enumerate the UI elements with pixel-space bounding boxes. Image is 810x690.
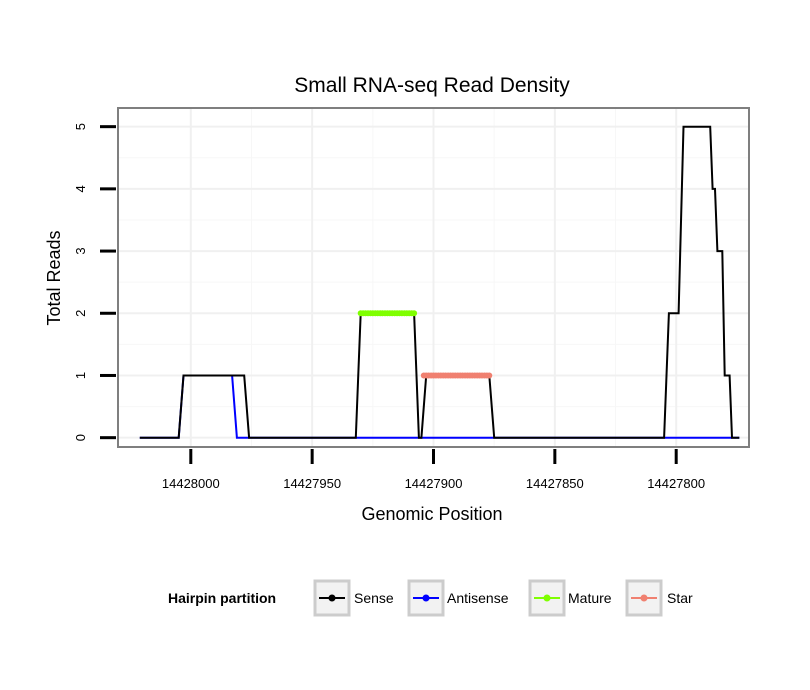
y-axis-label: Total Reads (44, 230, 64, 325)
legend-point-sense (328, 594, 336, 602)
x-tick-label: 14427900 (405, 476, 463, 491)
x-tick-label: 14427850 (526, 476, 584, 491)
y-tick-label: 3 (73, 247, 88, 254)
legend-point-mature (543, 594, 551, 602)
plot-border (117, 107, 750, 448)
x-axis: 14428000 14427950 14427900 14427850 14427800 (162, 449, 705, 491)
legend-label-star: Star (667, 590, 693, 606)
y-tick-label: 4 (73, 185, 88, 192)
legend-title: Hairpin partition (168, 590, 276, 606)
y-axis: 0 1 2 3 4 5 (73, 123, 116, 441)
plot-panel (117, 107, 750, 448)
chart-title: Small RNA-seq Read Density (294, 74, 570, 97)
legend-label-antisense: Antisense (447, 590, 509, 606)
legend-point-antisense (422, 594, 430, 602)
series-mature-point (411, 310, 418, 317)
x-tick-label: 14428000 (162, 476, 220, 491)
x-tick-label: 14427950 (283, 476, 341, 491)
series-layer (139, 125, 740, 439)
legend-point-star (640, 594, 648, 602)
legend-label-sense: Sense (354, 590, 394, 606)
y-tick-label: 5 (73, 123, 88, 130)
legend: Hairpin partition Sense Antisense Mature St… (168, 579, 693, 617)
legend-entry-antisense: Antisense (407, 579, 509, 617)
y-tick-label: 0 (73, 434, 88, 441)
x-axis-label: Genomic Position (361, 504, 502, 524)
series-sense-line (139, 125, 740, 439)
legend-label-mature: Mature (568, 590, 612, 606)
legend-entry-sense: Sense (313, 579, 394, 617)
y-tick-label: 2 (73, 310, 88, 317)
x-tick-label: 14427800 (647, 476, 705, 491)
legend-entry-mature: Mature (528, 579, 612, 617)
y-tick-label: 1 (73, 372, 88, 379)
legend-entry-star: Star (625, 579, 693, 617)
series-star-point (486, 372, 493, 379)
